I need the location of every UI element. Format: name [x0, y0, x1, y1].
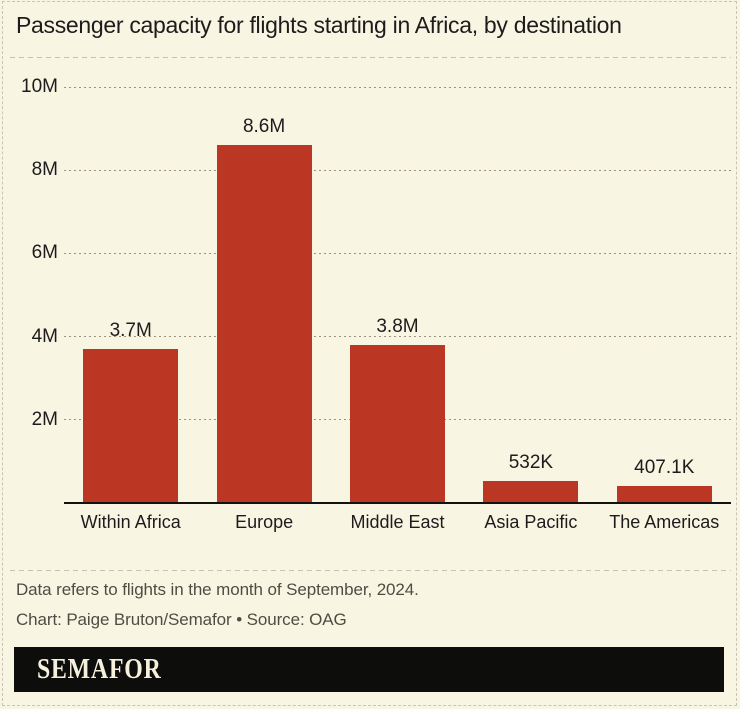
bar-value-label: 3.7M [109, 320, 152, 342]
semafor-logo-bar: SEMAFOR [14, 647, 724, 692]
bar-the-americas [616, 486, 712, 503]
chart-title: Passenger capacity for flights starting … [16, 12, 622, 38]
bar-value-label: 8.6M [242, 116, 286, 138]
x-axis-line [64, 502, 731, 504]
bar-europe [216, 145, 312, 503]
semafor-logo: SEMAFOR [36, 653, 162, 685]
chart-credit: Chart: Paige Bruton/Semafor • Source: OA… [16, 610, 347, 629]
y-gridline [64, 252, 731, 254]
bar-within-africa [83, 349, 179, 503]
y-gridline [64, 169, 731, 171]
y-gridline [64, 336, 731, 338]
y-axis-tick-label: 8M [31, 159, 58, 181]
x-axis-category-label: The Americas [609, 512, 720, 532]
chart-footnote: Data refers to flights in the month of S… [16, 580, 419, 599]
y-axis-tick-label: 10M [21, 76, 58, 97]
footer-separator [10, 570, 731, 571]
bar-middle-east [350, 344, 445, 503]
x-axis-category-label: Within Africa [80, 512, 181, 532]
bar-asia-pacific [483, 480, 579, 503]
bar-value-label: 3.8M [376, 315, 419, 337]
y-axis-tick-label: 6M [31, 242, 58, 264]
y-gridline [64, 86, 731, 88]
y-axis-tick-label: 4M [31, 325, 58, 347]
x-axis-category-label: Asia Pacific [484, 512, 578, 532]
bar-value-label: 532K [508, 451, 554, 473]
y-axis-tick-label: 2M [31, 408, 58, 430]
bar-value-label: 407.1K [634, 457, 695, 479]
x-axis-category-label: Europe [235, 512, 294, 532]
title-separator [10, 57, 731, 58]
x-axis-category-label: Middle East [350, 512, 445, 532]
